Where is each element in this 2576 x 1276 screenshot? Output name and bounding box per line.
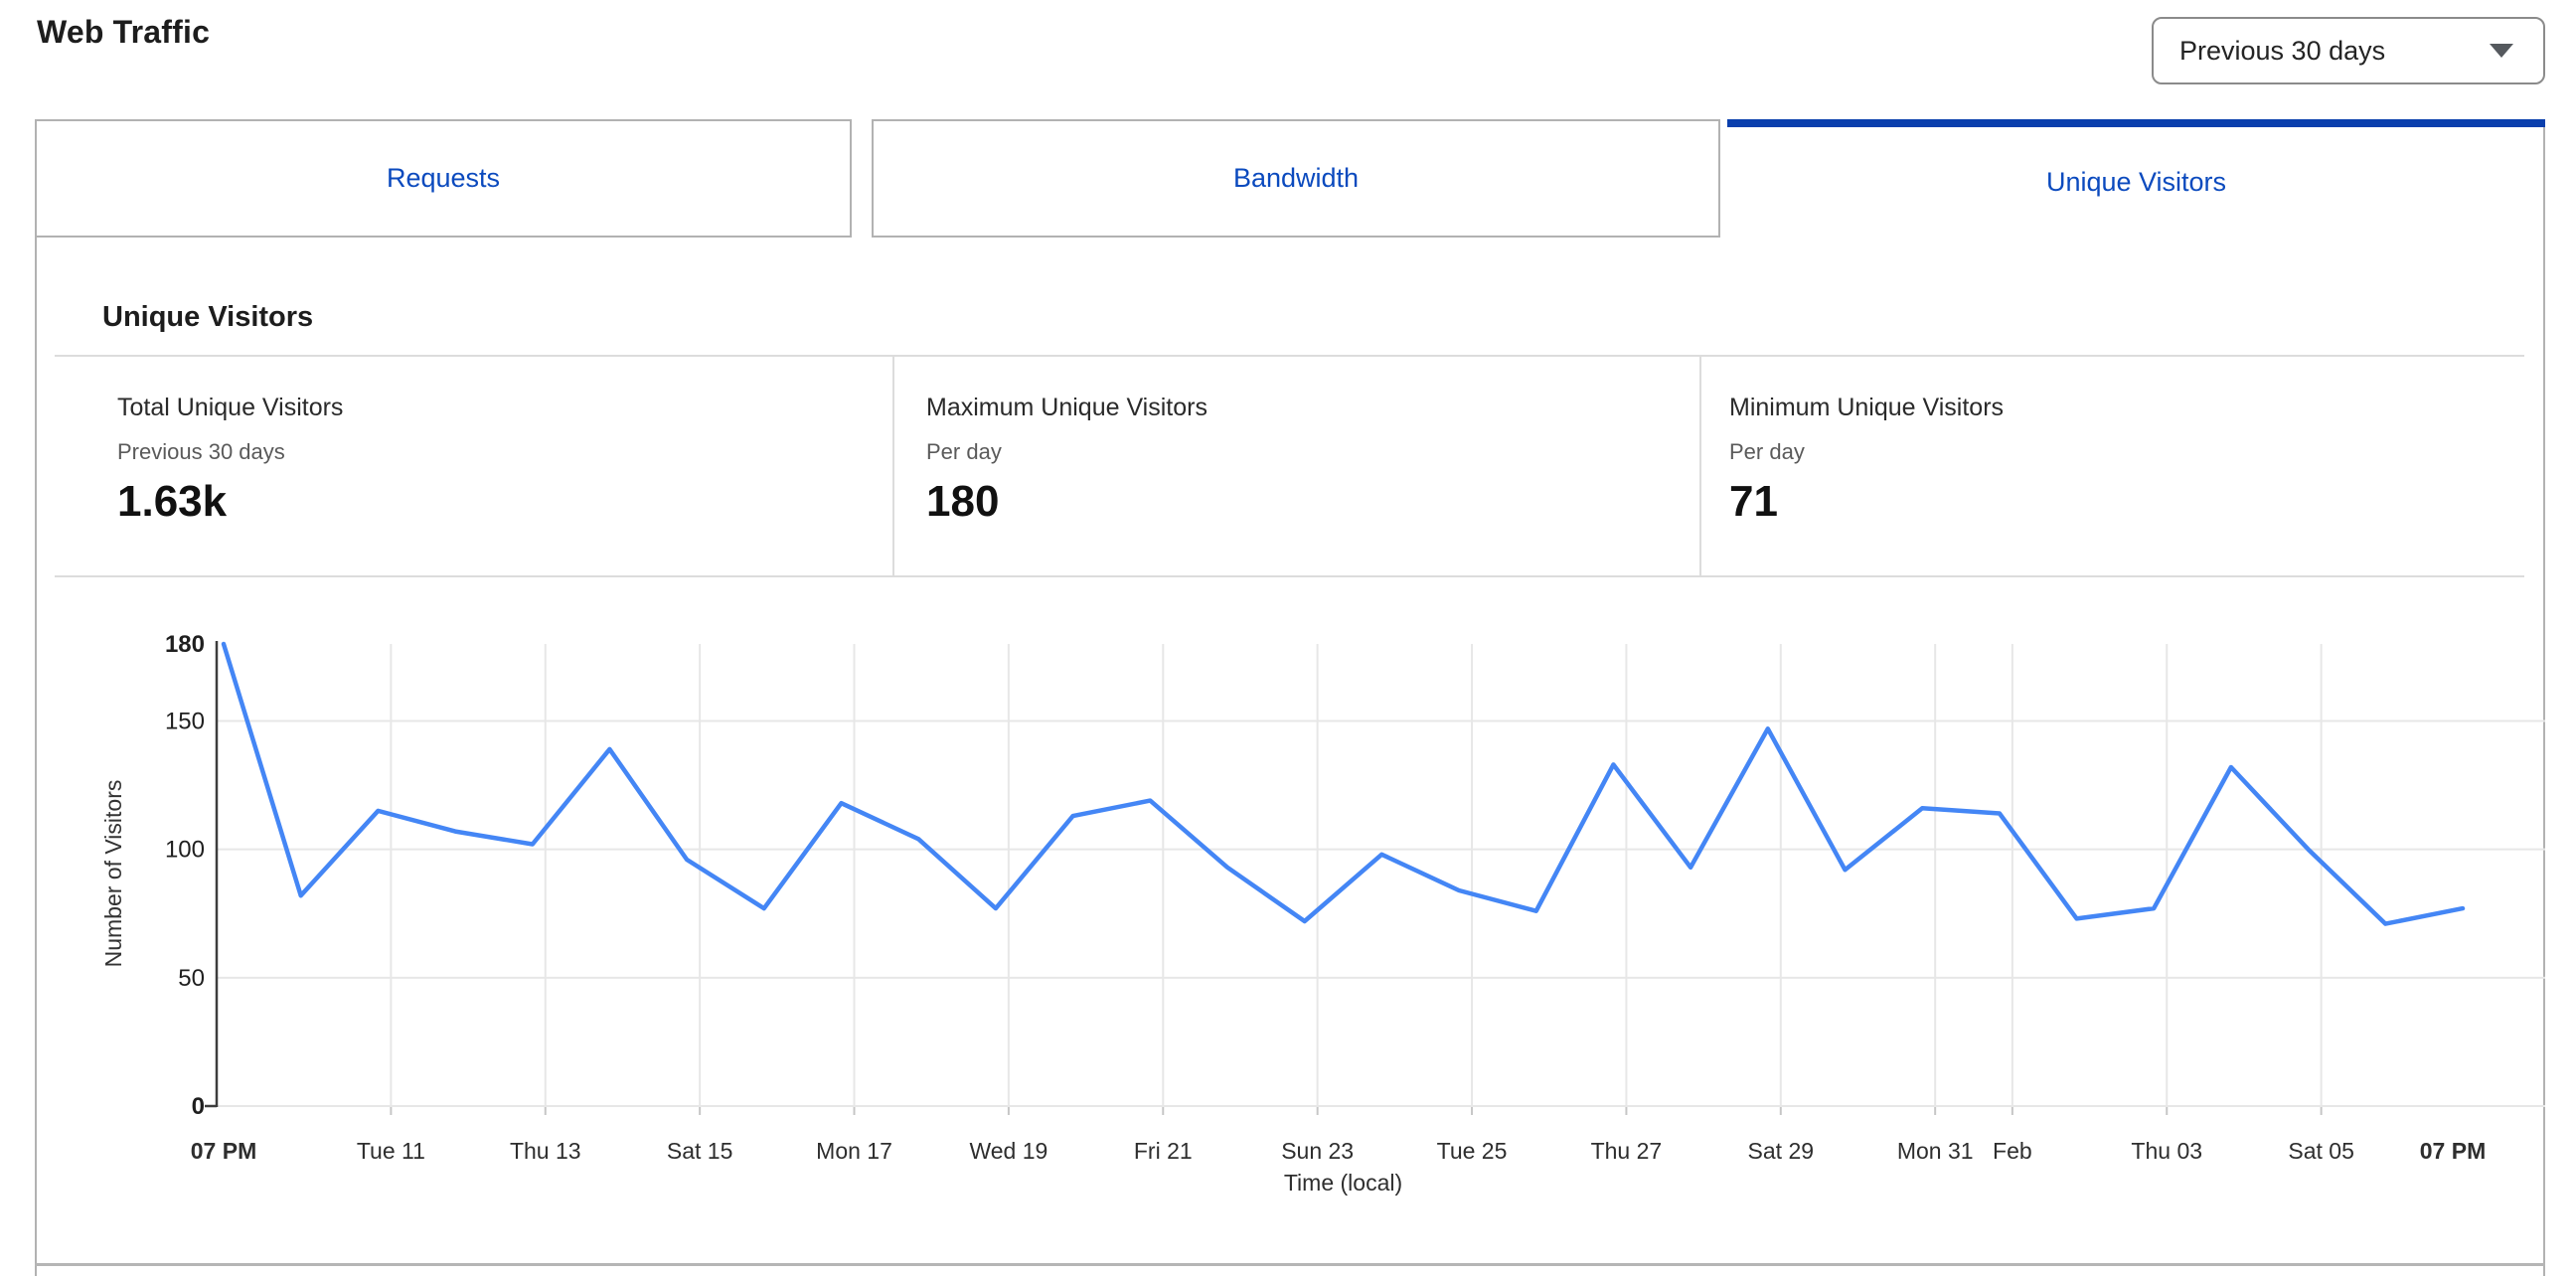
x-tick-label: Mon 31 [1897, 1138, 1974, 1164]
x-tick-label: Fri 21 [1134, 1138, 1193, 1164]
x-tick-label: Feb [1993, 1138, 2032, 1164]
y-tick-label: 0 [192, 1093, 205, 1120]
chart-canvas: 180 150 100 50 0 07 PM Tue 11 Thu 13 Sat 15 Mon 1… [100, 631, 2545, 1196]
stat-value: 71 [1729, 477, 1778, 526]
stat-card-total-unique-visitors: Total Unique Visitors Previous 30 days 1.6… [117, 394, 343, 524]
tab-label: Requests [386, 163, 501, 193]
y-tick-label: 180 [165, 631, 205, 658]
stat-card-maximum-unique-visitors: Maximum Unique Visitors Per day 180 [926, 394, 1208, 524]
stat-card-minimum-unique-visitors: Minimum Unique Visitors Per day 71 [1729, 394, 2004, 524]
x-tick-label: Sat 29 [1748, 1138, 1815, 1164]
x-tick-label: Mon 17 [816, 1138, 892, 1164]
x-tick-label: Sat 15 [667, 1138, 733, 1164]
section-heading: Unique Visitors [102, 301, 314, 333]
heading-divider [55, 355, 2524, 357]
stat-subtitle: Previous 30 days [117, 439, 285, 464]
next-section-divider [35, 1263, 2545, 1266]
x-tick-label: Thu 03 [2131, 1138, 2202, 1164]
panel-right-border [2543, 127, 2545, 1276]
tab-label: Unique Visitors [2045, 167, 2227, 197]
stat-title: Total Unique Visitors [117, 394, 344, 421]
x-tick-label: 07 PM [2420, 1138, 2486, 1164]
x-tick-label: Sun 23 [1281, 1138, 1354, 1164]
stat-card-divider [892, 357, 894, 575]
y-tick-label: 50 [178, 965, 205, 992]
unique-visitors-series-line [221, 641, 2466, 926]
unique-visitors-line-chart[interactable]: 180 150 100 50 0 07 PM Tue 11 Thu 13 Sat 15 Mon 1… [0, 576, 2576, 1276]
time-range-select[interactable]: Previous 30 days [2152, 17, 2545, 84]
panel-left-border [35, 236, 37, 1276]
stat-title: Minimum Unique Visitors [1729, 394, 2005, 421]
y-tick-label: 150 [165, 709, 205, 735]
y-tick-label: 100 [165, 837, 205, 864]
x-tick-label: Sat 05 [2288, 1138, 2354, 1164]
page-title: Web Traffic [37, 14, 211, 50]
stat-value: 180 [926, 477, 1000, 526]
stat-value: 1.63k [117, 477, 228, 526]
tab-label: Bandwidth [1232, 163, 1360, 193]
y-axis-title: Number of Visitors [100, 780, 126, 968]
stats-bottom-divider [55, 575, 2524, 577]
x-tick-label: 07 PM [191, 1138, 256, 1164]
x-tick-label: Tue 25 [1437, 1138, 1508, 1164]
x-tick-label: Thu 27 [1591, 1138, 1663, 1164]
x-tick-label: Wed 19 [969, 1138, 1047, 1164]
stat-subtitle: Per day [926, 439, 1002, 464]
stat-subtitle: Per day [1729, 439, 1805, 464]
chevron-down-icon [2490, 44, 2513, 58]
stat-title: Maximum Unique Visitors [926, 394, 1208, 421]
x-tick-label: Tue 11 [357, 1138, 425, 1164]
x-axis-title: Time (local) [1284, 1170, 1402, 1196]
stat-card-divider [1699, 357, 1701, 575]
tab-requests[interactable]: Requests [35, 119, 852, 238]
x-tick-label: Thu 13 [510, 1138, 581, 1164]
tab-unique-visitors[interactable]: Unique Visitors [1727, 119, 2545, 238]
tab-bandwidth[interactable]: Bandwidth [872, 119, 1720, 238]
time-range-selected-value: Previous 30 days [2179, 35, 2386, 66]
